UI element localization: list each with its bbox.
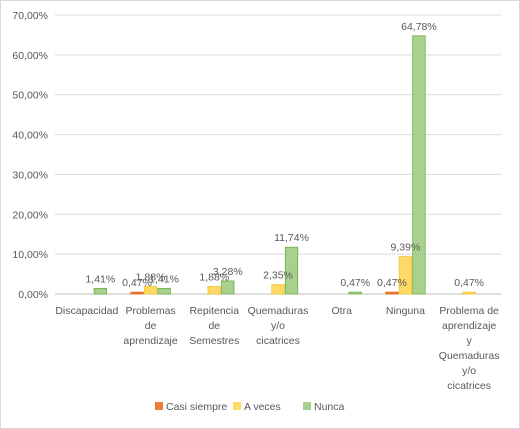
legend-swatch (303, 402, 311, 410)
x-category-label: Otra (332, 305, 353, 317)
x-category-label: Problema de (439, 305, 499, 317)
data-label: 0,47% (340, 277, 370, 289)
x-category-label: Repitencia (189, 305, 239, 317)
bar-nunca (157, 287, 171, 295)
bar-a-veces (462, 291, 476, 295)
bar-nunca (93, 287, 108, 295)
data-label: 9,39% (391, 242, 421, 254)
x-category-label: aprendizaje (123, 335, 177, 347)
x-category-label: cicatrices (256, 335, 300, 347)
bar-casi-siempre (385, 291, 399, 295)
legend-label: Casi siempre (166, 401, 227, 413)
x-category-label: aprendizaje (442, 320, 496, 332)
bar-nunca (284, 246, 299, 295)
data-label: 1,88% (136, 272, 166, 284)
y-tick-label: 0,00% (18, 289, 48, 301)
x-category-label: y/o (462, 365, 476, 377)
bar-nunca (348, 291, 362, 295)
x-category-label: de (145, 320, 157, 332)
bar-nunca (412, 35, 426, 295)
data-label: 1,88% (199, 272, 229, 284)
x-category-label: Problemas (125, 305, 175, 317)
x-category-label: y (467, 335, 473, 347)
legend-swatch (233, 402, 241, 410)
x-category-label: de (208, 320, 220, 332)
bar-a-veces (271, 284, 285, 295)
data-label: 0,47% (454, 277, 484, 289)
legend-label: A veces (244, 401, 281, 413)
bar-a-veces (143, 286, 158, 295)
data-label: 11,74% (274, 232, 309, 244)
data-label: 1,41% (149, 273, 179, 285)
y-tick-label: 10,00% (12, 249, 48, 261)
bar-a-veces (398, 256, 413, 295)
x-category-label: Quemaduras (439, 350, 500, 362)
x-category-label: Quemaduras (248, 305, 309, 317)
x-category-label: Semestres (189, 335, 239, 347)
x-category-label: Discapacidad (55, 305, 118, 317)
legend-swatch (155, 402, 163, 410)
bar-casi-siempre (130, 291, 144, 295)
x-category-label: y/o (271, 320, 285, 332)
y-tick-label: 70,00% (12, 10, 48, 22)
data-label: 64,78% (401, 21, 437, 33)
data-label: 3,28% (213, 266, 243, 278)
data-label: 2,35% (263, 270, 293, 282)
y-tick-label: 40,00% (12, 130, 48, 142)
y-tick-label: 20,00% (12, 209, 48, 221)
data-label: 1,41% (85, 273, 115, 285)
data-label: 0,47% (122, 277, 152, 289)
y-tick-label: 50,00% (12, 90, 48, 102)
data-label: 0,47% (377, 277, 407, 289)
x-category-label: cicatrices (447, 380, 491, 392)
x-category-label: Ninguna (386, 305, 425, 317)
y-tick-label: 30,00% (12, 169, 48, 181)
legend-label: Nunca (314, 401, 345, 413)
bar-nunca (221, 280, 235, 295)
bar-a-veces (207, 286, 221, 295)
y-tick-label: 60,00% (12, 50, 48, 62)
